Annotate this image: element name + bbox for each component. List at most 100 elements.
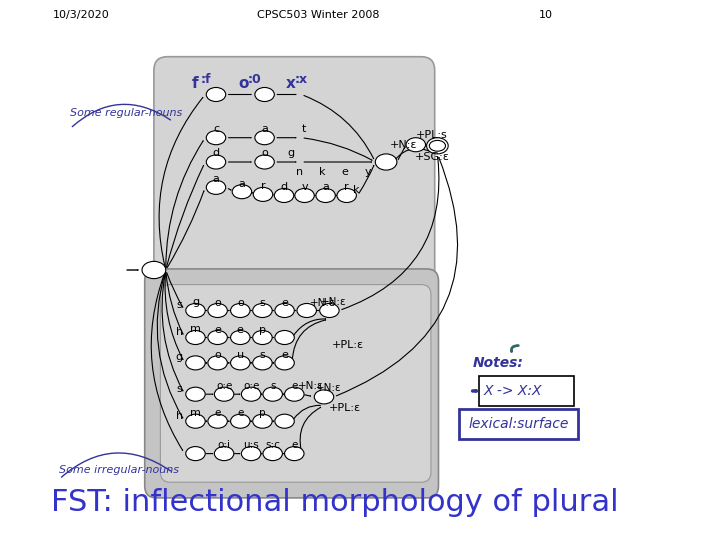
Ellipse shape [186, 356, 205, 370]
Text: o:e: o:e [216, 381, 233, 391]
Ellipse shape [255, 131, 274, 145]
Text: +N:ε: +N:ε [321, 297, 346, 307]
Text: 10: 10 [539, 10, 552, 20]
Text: Notes:: Notes: [472, 356, 523, 370]
Ellipse shape [186, 447, 205, 461]
Ellipse shape [294, 188, 314, 202]
Text: +PL:ε: +PL:ε [328, 403, 361, 413]
Text: o:i: o:i [217, 441, 230, 450]
Text: o: o [215, 350, 221, 360]
Text: p: p [259, 408, 266, 418]
FancyBboxPatch shape [154, 57, 435, 300]
Text: a: a [212, 174, 220, 184]
Ellipse shape [263, 447, 282, 461]
Ellipse shape [186, 303, 205, 318]
Ellipse shape [230, 303, 250, 318]
Text: Some irregular-nouns: Some irregular-nouns [59, 465, 179, 475]
Text: e: e [237, 408, 243, 418]
Ellipse shape [206, 131, 225, 145]
Text: s: s [260, 350, 265, 360]
Ellipse shape [314, 390, 333, 404]
Text: t: t [301, 124, 306, 134]
Ellipse shape [230, 330, 250, 345]
Text: e: e [237, 325, 244, 335]
Text: +SG:ε: +SG:ε [415, 152, 449, 161]
Text: d: d [212, 148, 220, 158]
Text: +PL:s: +PL:s [416, 130, 448, 140]
Text: u: u [237, 350, 244, 360]
FancyBboxPatch shape [145, 269, 438, 498]
Text: +N:ε: +N:ε [297, 381, 323, 391]
Text: +N:ε: +N:ε [315, 383, 341, 393]
Text: CPSC503 Winter 2008: CPSC503 Winter 2008 [257, 10, 380, 20]
FancyBboxPatch shape [161, 285, 431, 482]
Text: 10/3/2020: 10/3/2020 [53, 10, 109, 20]
Text: X -> X:X: X -> X:X [483, 384, 541, 398]
Ellipse shape [232, 185, 251, 199]
Ellipse shape [253, 187, 273, 201]
Text: e: e [341, 167, 348, 177]
Ellipse shape [426, 138, 448, 154]
Ellipse shape [208, 330, 228, 345]
Ellipse shape [142, 261, 166, 279]
Ellipse shape [253, 330, 272, 345]
Ellipse shape [316, 188, 336, 202]
Text: h: h [176, 411, 183, 421]
Text: e: e [291, 381, 297, 391]
Ellipse shape [263, 387, 282, 401]
Text: :0: :0 [248, 73, 262, 86]
Text: s: s [176, 384, 182, 394]
Ellipse shape [406, 138, 426, 152]
Text: h: h [176, 327, 183, 337]
Text: v: v [301, 183, 308, 192]
Ellipse shape [253, 356, 272, 370]
Text: a: a [261, 124, 268, 134]
Ellipse shape [186, 414, 205, 428]
Ellipse shape [275, 330, 294, 345]
Text: lexical:surface: lexical:surface [468, 417, 569, 431]
Text: r: r [261, 181, 265, 191]
Text: g: g [192, 298, 199, 307]
Text: :x: :x [294, 73, 308, 86]
Text: s: s [270, 381, 276, 391]
Ellipse shape [186, 387, 205, 401]
FancyBboxPatch shape [459, 409, 578, 439]
Text: Some regular-nouns: Some regular-nouns [70, 109, 182, 118]
Text: u:s: u:s [243, 441, 259, 450]
Text: o: o [237, 298, 243, 308]
Text: y: y [364, 167, 371, 177]
Text: k: k [353, 185, 360, 195]
Text: e: e [291, 441, 297, 450]
Ellipse shape [255, 87, 274, 102]
Text: +N:ε: +N:ε [390, 140, 417, 150]
Ellipse shape [275, 356, 294, 370]
Ellipse shape [206, 155, 225, 169]
Text: g: g [176, 353, 183, 362]
Text: a: a [238, 179, 246, 188]
Ellipse shape [230, 356, 250, 370]
Ellipse shape [206, 180, 225, 194]
Text: e: e [281, 298, 288, 308]
Ellipse shape [275, 414, 294, 428]
Text: +PL:ε: +PL:ε [332, 340, 364, 349]
Ellipse shape [253, 303, 272, 318]
Text: e: e [281, 350, 288, 360]
Text: o: o [215, 298, 221, 308]
Text: x: x [286, 76, 295, 91]
Text: o: o [238, 76, 248, 91]
Ellipse shape [375, 154, 397, 170]
Text: d: d [281, 183, 287, 192]
Text: :f: :f [200, 73, 211, 86]
Ellipse shape [241, 387, 261, 401]
Ellipse shape [253, 414, 272, 428]
Ellipse shape [208, 414, 228, 428]
Ellipse shape [320, 303, 339, 318]
Ellipse shape [215, 447, 234, 461]
Text: s: s [176, 300, 182, 310]
Text: +N:ε: +N:ε [310, 298, 336, 308]
Ellipse shape [186, 330, 205, 345]
Text: a: a [322, 183, 329, 192]
Ellipse shape [241, 447, 261, 461]
Ellipse shape [284, 447, 304, 461]
Ellipse shape [297, 303, 316, 318]
